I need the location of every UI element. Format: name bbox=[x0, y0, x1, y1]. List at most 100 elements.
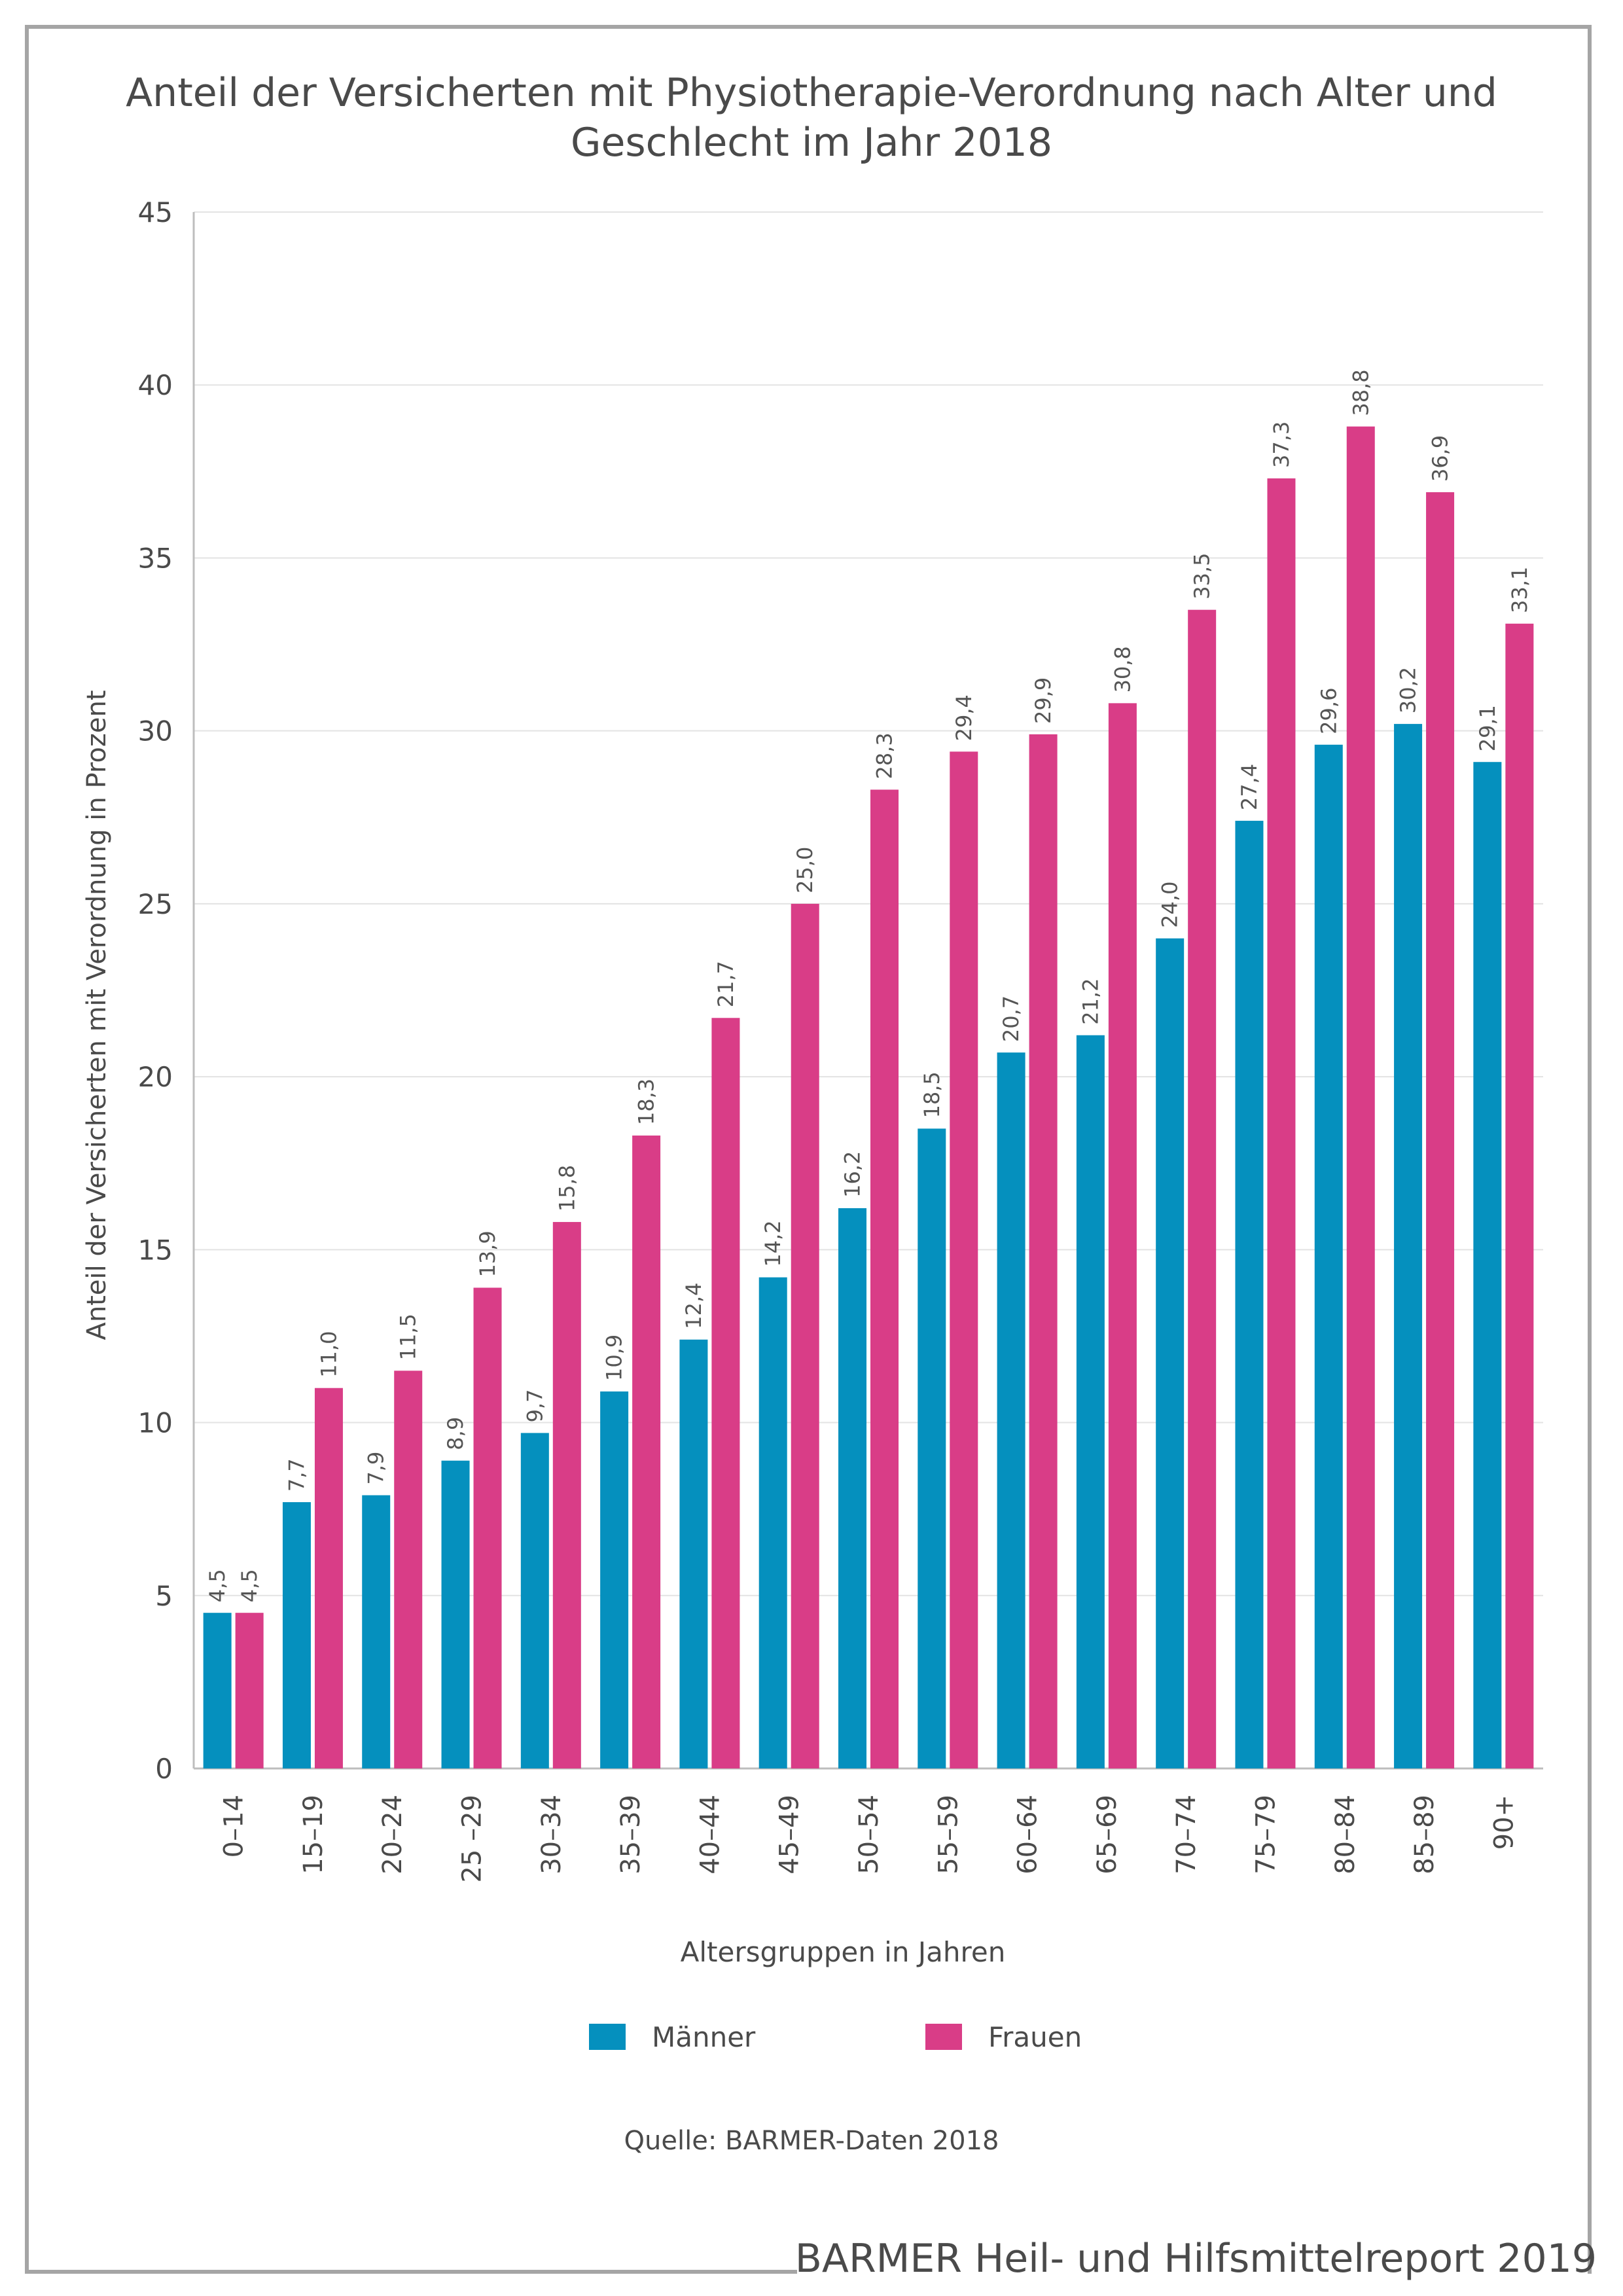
bar-frauen bbox=[632, 1135, 661, 1768]
bar-frauen bbox=[235, 1613, 264, 1768]
data-label-frauen: 21,7 bbox=[713, 961, 738, 1007]
y-axis-label: Anteil der Versicherten mit Verordnung i… bbox=[82, 690, 112, 1340]
report-footer: BARMER Heil- und Hilfsmittelreport 2019 bbox=[794, 2236, 1597, 2282]
bar-frauen bbox=[1188, 609, 1217, 1768]
data-label-frauen: 37,3 bbox=[1269, 422, 1294, 468]
x-tick-label: 40–44 bbox=[695, 1795, 725, 1874]
data-label-maenner: 9,7 bbox=[522, 1390, 547, 1423]
bar-maenner bbox=[441, 1460, 470, 1768]
chart-title-line2: Geschlecht im Jahr 2018 bbox=[571, 120, 1052, 166]
y-tick-label: 5 bbox=[155, 1580, 173, 1612]
x-tick-label: 0–14 bbox=[219, 1795, 249, 1857]
data-label-maenner: 21,2 bbox=[1078, 978, 1103, 1024]
bar-maenner bbox=[282, 1502, 311, 1768]
bar-maenner bbox=[1314, 744, 1343, 1768]
y-tick-label: 10 bbox=[138, 1407, 173, 1439]
data-label-maenner: 18,5 bbox=[919, 1071, 944, 1118]
data-label-maenner: 29,1 bbox=[1475, 705, 1500, 751]
legend-label-maenner: Männer bbox=[652, 2020, 756, 2053]
data-label-maenner: 27,4 bbox=[1237, 764, 1262, 810]
y-tick-label: 25 bbox=[138, 888, 173, 920]
bar-frauen bbox=[1267, 478, 1296, 1768]
data-label-frauen: 13,9 bbox=[475, 1230, 500, 1277]
x-tick-label: 85–89 bbox=[1410, 1795, 1440, 1874]
data-label-frauen: 15,8 bbox=[554, 1165, 579, 1211]
bar-frauen bbox=[870, 789, 899, 1768]
data-label-frauen: 4,5 bbox=[237, 1569, 262, 1602]
x-axis-label: Altersgruppen in Jahren bbox=[680, 1936, 1006, 1968]
bar-frauen bbox=[473, 1287, 502, 1768]
data-label-frauen: 30,8 bbox=[1110, 646, 1135, 692]
bar-maenner bbox=[918, 1128, 946, 1768]
data-label-maenner: 16,2 bbox=[840, 1151, 865, 1198]
x-tick-label: 70–74 bbox=[1171, 1795, 1202, 1874]
data-label-maenner: 10,9 bbox=[602, 1335, 627, 1381]
x-tick-label: 15–19 bbox=[298, 1795, 329, 1874]
data-label-maenner: 12,4 bbox=[681, 1282, 706, 1329]
bar-frauen bbox=[314, 1388, 343, 1768]
data-label-frauen: 29,4 bbox=[952, 694, 976, 741]
bar-maenner bbox=[1473, 762, 1502, 1768]
x-tick-label: 75–79 bbox=[1251, 1795, 1281, 1874]
bar-maenner bbox=[600, 1391, 629, 1768]
x-tick-label: 35–39 bbox=[616, 1795, 646, 1874]
data-label-frauen: 25,0 bbox=[793, 847, 817, 893]
data-label-maenner: 4,5 bbox=[205, 1569, 230, 1602]
bar-maenner bbox=[362, 1495, 391, 1768]
bar-frauen bbox=[1108, 703, 1137, 1768]
y-tick-label: 30 bbox=[138, 715, 173, 747]
data-label-frauen: 18,3 bbox=[634, 1079, 659, 1125]
y-tick-label: 45 bbox=[138, 196, 173, 228]
x-tick-label: 20–24 bbox=[378, 1795, 408, 1874]
y-tick-label: 15 bbox=[138, 1234, 173, 1266]
legend-swatch-maenner bbox=[589, 2024, 626, 2050]
bar-frauen bbox=[950, 751, 978, 1768]
data-label-frauen: 11,5 bbox=[396, 1314, 421, 1360]
bar-frauen bbox=[1505, 623, 1534, 1768]
data-label-maenner: 8,9 bbox=[443, 1417, 468, 1450]
data-label-frauen: 28,3 bbox=[872, 732, 897, 779]
legend-swatch-frauen bbox=[925, 2024, 962, 2050]
bar-maenner bbox=[203, 1613, 232, 1768]
bar-maenner bbox=[1076, 1035, 1105, 1768]
bar-frauen bbox=[711, 1018, 740, 1768]
data-label-frauen: 33,5 bbox=[1190, 552, 1215, 599]
x-tick-label: 80–84 bbox=[1330, 1795, 1361, 1874]
bar-maenner bbox=[1156, 938, 1185, 1768]
legend-item-maenner: Männer bbox=[589, 2018, 755, 2055]
x-tick-label: 90+ bbox=[1489, 1795, 1519, 1850]
bar-frauen bbox=[1426, 492, 1455, 1768]
data-label-maenner: 7,9 bbox=[364, 1452, 389, 1485]
data-label-frauen: 29,9 bbox=[1031, 677, 1056, 724]
bar-maenner bbox=[679, 1339, 708, 1768]
bar-maenner bbox=[520, 1433, 549, 1768]
chart-title: Anteil der Versicherten mit Physiotherap… bbox=[0, 68, 1623, 168]
data-label-frauen: 11,0 bbox=[316, 1331, 341, 1377]
data-label-frauen: 36,9 bbox=[1428, 435, 1453, 482]
chart-title-line1: Anteil der Versicherten mit Physiotherap… bbox=[126, 70, 1497, 116]
data-label-maenner: 24,0 bbox=[1158, 881, 1183, 927]
x-tick-label: 60–64 bbox=[1013, 1795, 1043, 1874]
x-tick-label: 65–69 bbox=[1092, 1795, 1122, 1874]
data-label-maenner: 7,7 bbox=[284, 1458, 309, 1492]
data-label-frauen: 33,1 bbox=[1507, 567, 1532, 613]
bar-maenner bbox=[1235, 821, 1264, 1768]
bar-maenner bbox=[997, 1052, 1026, 1768]
x-tick-label: 55–59 bbox=[933, 1795, 963, 1874]
bar-maenner bbox=[1394, 724, 1423, 1768]
bar-maenner bbox=[838, 1208, 866, 1768]
y-tick-label: 40 bbox=[138, 369, 173, 401]
data-label-maenner: 14,2 bbox=[760, 1220, 785, 1266]
frame-border bbox=[25, 25, 1592, 2274]
x-tick-label: 25 –29 bbox=[457, 1795, 488, 1883]
x-tick-label: 50–54 bbox=[854, 1795, 884, 1874]
bar-frauen bbox=[1346, 426, 1375, 1769]
bar-frauen bbox=[394, 1371, 423, 1768]
data-label-maenner: 29,6 bbox=[1316, 688, 1341, 734]
y-tick-label: 35 bbox=[138, 542, 173, 574]
bar-maenner bbox=[758, 1277, 787, 1768]
data-label-maenner: 30,2 bbox=[1396, 667, 1421, 713]
x-tick-label: 45–49 bbox=[775, 1795, 805, 1874]
data-label-maenner: 20,7 bbox=[999, 996, 1024, 1042]
